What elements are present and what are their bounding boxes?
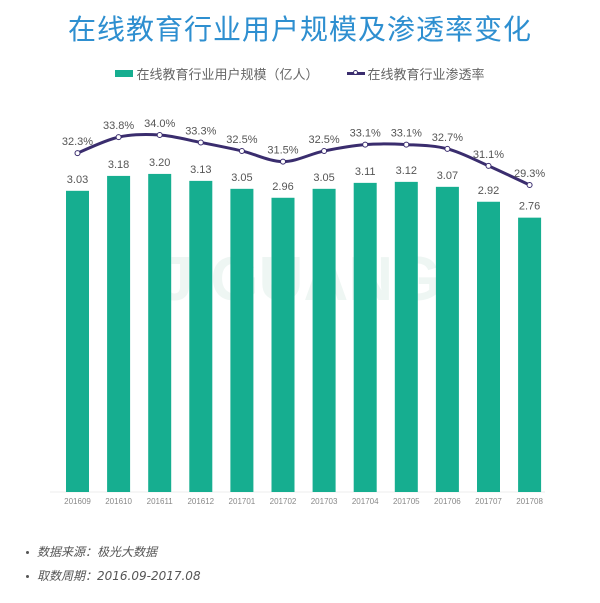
line-value-label: 31.1%: [473, 149, 504, 161]
bar-value-label: 3.07: [437, 170, 458, 182]
line-value-label: 31.5%: [267, 145, 298, 157]
bar: [394, 181, 418, 492]
line-point: [485, 162, 492, 169]
bullet-icon: [26, 550, 29, 554]
chart-plot-area: JIGUANG3.032016093.182016103.202016113.1…: [50, 118, 545, 506]
legend-label-users: 在线教育行业用户规模（亿人）: [136, 68, 319, 83]
bar-value-label: 3.05: [231, 172, 252, 184]
bar-value-label: 3.11: [355, 166, 376, 178]
chart-title: 在线教育行业用户规模及渗透率变化: [67, 13, 532, 46]
bar: [435, 186, 459, 493]
legend: 在线教育行业用户规模（亿人） 在线教育行业渗透率: [0, 64, 600, 83]
line-value-label: 32.7%: [432, 132, 463, 144]
line-value-label: 32.3%: [62, 136, 93, 148]
bar: [107, 175, 131, 492]
line-point: [238, 147, 245, 154]
x-tick-label: 201703: [311, 497, 338, 506]
bar-value-label: 2.76: [519, 201, 540, 213]
line-value-label: 32.5%: [226, 134, 257, 146]
legend-bar-swatch-icon: [115, 70, 134, 77]
bar-value-label: 2.92: [478, 185, 499, 197]
x-tick-label: 201708: [516, 497, 543, 506]
line-value-label: 33.8%: [103, 120, 134, 132]
line-point: [403, 141, 410, 148]
line-point: [115, 134, 122, 141]
legend-item-users: 在线教育行业用户规模（亿人）: [115, 64, 319, 83]
x-tick-label: 201611: [147, 497, 174, 506]
line-point: [321, 147, 328, 154]
x-tick-label: 201610: [105, 497, 132, 506]
penetration-line: [76, 132, 531, 187]
bar: [230, 188, 254, 492]
footnotes: 数据来源：极光大数据 取数周期：2016.09-2017.08: [26, 540, 201, 588]
bar-value-label: 3.03: [67, 174, 88, 186]
legend-line-swatch-icon: [346, 70, 365, 75]
line-value-label: 33.3%: [185, 125, 216, 137]
bar-value-label: 3.20: [149, 157, 170, 169]
bar-value-label: 3.12: [396, 165, 417, 177]
line-point: [74, 150, 81, 157]
x-tick-label: 201704: [352, 497, 379, 506]
line-value-label: 32.5%: [308, 134, 339, 146]
bullet-icon: [26, 574, 29, 578]
x-tick-label: 201705: [393, 497, 420, 506]
bar: [66, 190, 89, 492]
x-tick-label: 201609: [64, 497, 91, 506]
line-value-label: 29.3%: [514, 168, 545, 180]
x-tick-label: 201701: [229, 497, 256, 506]
line-point: [280, 158, 286, 165]
bar: [271, 197, 295, 492]
x-tick-label: 201707: [475, 497, 502, 506]
line-value-label: 33.1%: [391, 128, 422, 140]
x-tick-label: 201706: [434, 497, 461, 506]
line-value-label: 34.0%: [144, 118, 175, 130]
bar: [518, 217, 542, 492]
bar: [477, 201, 500, 492]
line-point: [156, 132, 163, 138]
bar: [353, 182, 377, 492]
bar-value-label: 3.05: [313, 172, 334, 184]
bar: [148, 173, 172, 493]
line-value-label: 33.1%: [350, 128, 381, 140]
bar-value-label: 2.96: [272, 181, 293, 193]
legend-label-penetration: 在线教育行业渗透率: [367, 68, 485, 83]
line-point: [197, 139, 204, 146]
note-period: 取数周期：2016.09-2017.08: [26, 564, 201, 588]
x-tick-label: 201612: [187, 497, 214, 506]
bar: [189, 180, 213, 493]
line-point: [444, 145, 451, 152]
line-point: [362, 141, 369, 148]
line-point: [526, 182, 533, 188]
legend-item-penetration: 在线教育行业渗透率: [346, 64, 485, 83]
x-tick-label: 201702: [270, 497, 297, 506]
note-source: 数据来源：极光大数据: [26, 540, 201, 564]
bar-value-label: 3.18: [108, 159, 129, 171]
bar: [312, 188, 336, 492]
bar-value-label: 3.13: [190, 164, 211, 176]
